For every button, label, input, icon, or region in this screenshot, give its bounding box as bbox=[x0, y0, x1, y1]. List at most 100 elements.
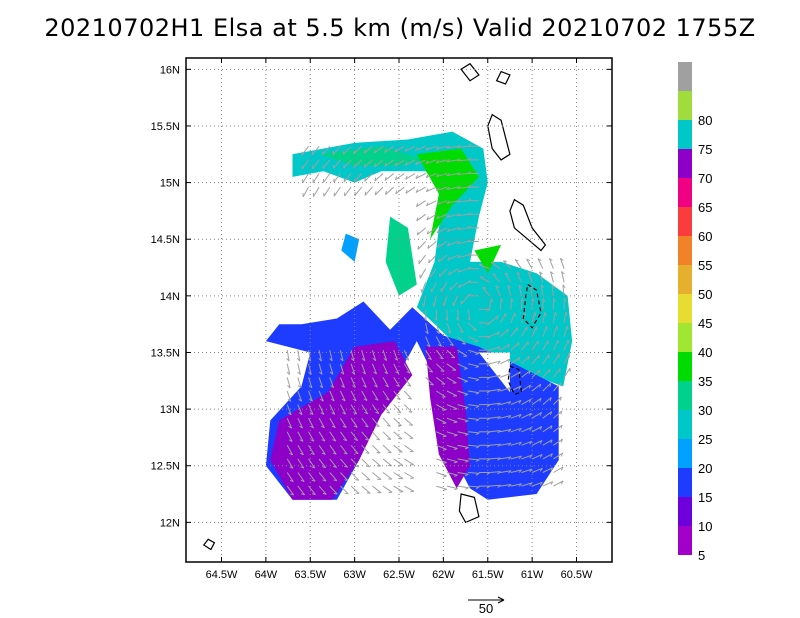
wind-vector bbox=[415, 186, 426, 193]
wind-vector bbox=[553, 438, 563, 446]
wind-vector-head bbox=[467, 239, 472, 242]
wind-vector bbox=[405, 173, 416, 180]
wind-vector-head bbox=[550, 271, 554, 275]
wind-vector-head bbox=[456, 144, 461, 148]
wind-vector bbox=[318, 417, 325, 429]
wind-vector bbox=[393, 458, 403, 466]
wind-vector-head bbox=[508, 401, 512, 405]
wind-vector bbox=[489, 484, 501, 487]
wind-vector-head bbox=[467, 198, 472, 202]
wind-vector-head bbox=[504, 272, 509, 275]
wind-vector bbox=[531, 312, 536, 324]
wind-vector bbox=[457, 485, 469, 489]
wind-vector-head bbox=[299, 439, 304, 442]
wind-vector-head bbox=[300, 493, 305, 496]
wind-vector bbox=[436, 145, 448, 150]
wind-vector-head bbox=[539, 454, 543, 458]
wind-vector-head bbox=[289, 452, 293, 456]
wind-vector bbox=[447, 254, 458, 261]
wind-vector bbox=[500, 470, 512, 473]
wind-vector-head bbox=[497, 360, 501, 365]
wind-vector bbox=[521, 454, 532, 460]
wind-vector bbox=[521, 398, 532, 406]
wind-vector bbox=[436, 186, 448, 192]
wind-vector bbox=[423, 295, 427, 307]
wind-vector-head bbox=[475, 445, 480, 449]
wind-vector bbox=[415, 159, 426, 165]
wind-vector bbox=[340, 485, 349, 495]
wind-vector-head bbox=[320, 412, 325, 415]
wind-vector-head bbox=[446, 145, 450, 149]
wind-vector bbox=[318, 485, 327, 495]
wind-vector bbox=[318, 390, 324, 402]
wind-vector bbox=[489, 315, 499, 324]
wind-vector-head bbox=[518, 414, 522, 418]
wind-vector-head bbox=[524, 312, 527, 317]
wind-vector bbox=[308, 417, 314, 429]
wind-vector-head bbox=[342, 425, 347, 428]
reference-arrow-head bbox=[497, 596, 505, 604]
wind-vector-head bbox=[467, 184, 472, 188]
wind-vector-head bbox=[518, 400, 522, 404]
wind-vector-head bbox=[539, 481, 543, 486]
wind-vector bbox=[394, 145, 405, 153]
wind-vector-head bbox=[350, 358, 355, 362]
wind-vector bbox=[435, 349, 444, 360]
wind-vector-head bbox=[467, 279, 472, 283]
wind-vector-head bbox=[528, 356, 530, 360]
wind-vector bbox=[562, 284, 565, 296]
wind-vector-head bbox=[464, 460, 469, 463]
colorbar-swatch bbox=[678, 120, 692, 149]
wind-vector bbox=[374, 186, 384, 196]
wind-vector bbox=[457, 241, 469, 245]
wind-vector-head bbox=[438, 344, 442, 347]
wind-vector-head bbox=[364, 425, 369, 428]
wind-vector bbox=[539, 271, 544, 283]
wind-vector bbox=[482, 287, 490, 297]
wind-vector bbox=[374, 159, 384, 168]
wind-vector bbox=[416, 227, 426, 236]
colorbar-label: 5 bbox=[698, 548, 705, 563]
wind-vector bbox=[371, 377, 378, 388]
wind-vector-head bbox=[355, 492, 360, 494]
wind-vector bbox=[436, 472, 447, 477]
wind-vector-head bbox=[436, 173, 440, 178]
wind-vector bbox=[318, 472, 327, 482]
wind-vector bbox=[382, 472, 393, 480]
wind-vector-head bbox=[456, 185, 461, 189]
wind-vector bbox=[350, 431, 359, 441]
wind-vector-head bbox=[322, 466, 326, 469]
wind-vector-head bbox=[444, 317, 448, 321]
wind-vector bbox=[302, 173, 309, 184]
wind-vector bbox=[489, 374, 501, 378]
wind-vector bbox=[329, 363, 334, 375]
wind-vector bbox=[489, 416, 501, 419]
wind-vector bbox=[521, 426, 532, 433]
wind-vector-head bbox=[288, 439, 293, 443]
wind-vector-head bbox=[486, 363, 491, 367]
wind-vector-head bbox=[510, 298, 514, 302]
wind-vector bbox=[418, 254, 426, 265]
wind-vector bbox=[489, 471, 501, 473]
wind-vector-head bbox=[550, 453, 553, 458]
wind-vector bbox=[542, 467, 553, 473]
wind-vector-head bbox=[430, 288, 433, 293]
wind-vector-head bbox=[397, 424, 402, 427]
wind-vector bbox=[531, 354, 540, 365]
wind-vector-head bbox=[374, 398, 379, 401]
wind-vector-head bbox=[319, 385, 324, 389]
wind-vector bbox=[363, 145, 373, 154]
wind-vector bbox=[372, 444, 381, 454]
wind-vector bbox=[457, 254, 469, 259]
wind-vector-head bbox=[459, 330, 464, 333]
wind-vector-head bbox=[362, 371, 366, 375]
wind-vector bbox=[468, 431, 480, 434]
wind-vector bbox=[531, 467, 543, 473]
island-st-lucia bbox=[522, 283, 542, 329]
purple-core bbox=[425, 346, 470, 489]
wind-vector-head bbox=[497, 402, 501, 406]
wind-vector-head bbox=[507, 284, 511, 288]
wind-vector-head bbox=[300, 479, 305, 482]
wind-vector-head bbox=[384, 371, 388, 375]
wind-vector-head bbox=[297, 385, 302, 389]
